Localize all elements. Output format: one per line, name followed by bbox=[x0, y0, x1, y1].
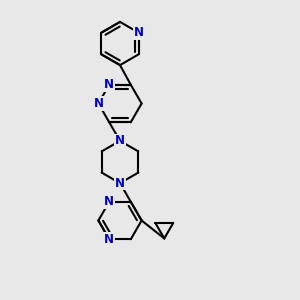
Text: N: N bbox=[93, 97, 103, 110]
Text: N: N bbox=[104, 233, 114, 246]
Text: N: N bbox=[104, 78, 114, 91]
Text: N: N bbox=[134, 26, 144, 39]
Text: N: N bbox=[115, 134, 125, 147]
Text: N: N bbox=[115, 177, 125, 190]
Text: N: N bbox=[104, 195, 114, 208]
